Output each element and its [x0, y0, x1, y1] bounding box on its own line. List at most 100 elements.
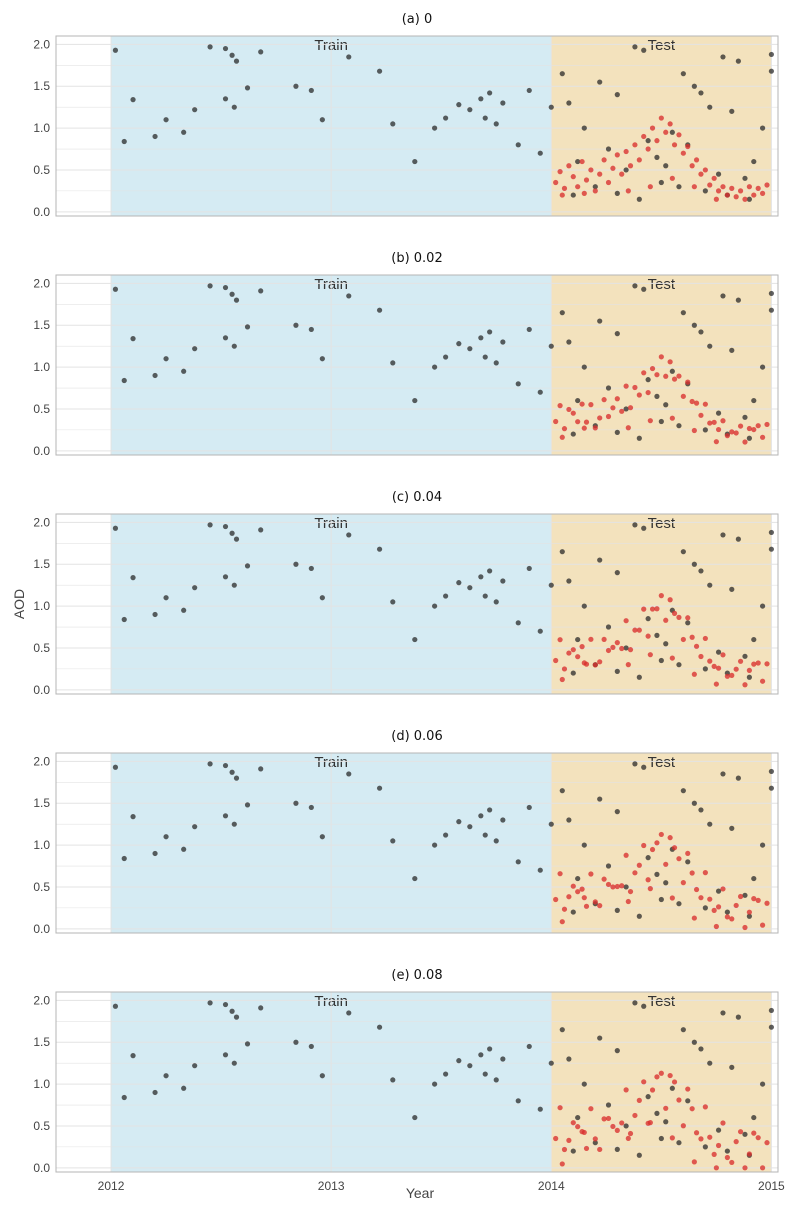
observed-point [293, 322, 299, 328]
predicted-point [669, 1135, 675, 1141]
y-tick-label: 1.0 [33, 599, 50, 613]
observed-point [482, 1071, 488, 1077]
predicted-point [614, 1127, 620, 1134]
observed-point [680, 788, 686, 794]
observed-point [597, 557, 603, 563]
predicted-point [720, 418, 726, 424]
observed-point [152, 850, 158, 857]
observed-point [293, 83, 299, 89]
predicted-point [711, 907, 717, 913]
observed-point [443, 593, 449, 599]
observed-point [680, 1027, 686, 1033]
x-tick-label: 2014 [538, 1179, 565, 1193]
predicted-point [698, 895, 704, 901]
observed-point [181, 129, 187, 135]
predicted-point [649, 365, 656, 372]
predicted-point [693, 157, 700, 163]
y-tick-label: 0.0 [33, 444, 50, 458]
y-tick-label: 1.5 [33, 318, 50, 332]
observed-point [231, 104, 237, 110]
observed-point [597, 1035, 603, 1041]
y-tick-label: 0.0 [33, 1161, 50, 1175]
y-tick-label: 2.0 [33, 754, 50, 768]
predicted-point [759, 678, 766, 684]
observed-point [487, 329, 493, 335]
predicted-point [619, 883, 625, 889]
y-tick-label: 2.0 [33, 515, 50, 529]
predicted-point [663, 373, 669, 379]
y-tick-label: 1.0 [33, 360, 50, 374]
observed-point [614, 429, 620, 435]
observed-point [768, 546, 774, 552]
observed-point [163, 117, 169, 123]
predicted-point [597, 1146, 603, 1153]
observed-point [229, 1008, 235, 1014]
observed-point [390, 838, 396, 844]
observed-point [559, 310, 565, 316]
y-tick-label: 0.5 [33, 641, 50, 655]
observed-point [768, 1024, 774, 1030]
predicted-point [579, 158, 585, 165]
observed-point [729, 586, 735, 592]
observed-point [614, 92, 620, 98]
observed-point [581, 603, 587, 609]
predicted-point [715, 426, 722, 433]
region-label-test: Test [648, 754, 676, 771]
observed-point [376, 1024, 383, 1030]
observed-point [605, 624, 612, 630]
predicted-point [764, 421, 770, 428]
observed-point [680, 310, 686, 316]
observed-point [751, 636, 757, 643]
observed-point [559, 71, 565, 77]
predicted-point [592, 188, 598, 194]
predicted-point [667, 121, 673, 127]
region-label-test: Test [648, 37, 676, 54]
observed-point [456, 341, 462, 347]
predicted-point [625, 188, 631, 194]
predicted-point [698, 1136, 704, 1142]
observed-point [707, 1060, 713, 1066]
predicted-point [627, 163, 634, 169]
observed-point [597, 318, 603, 324]
region-label-test: Test [648, 993, 676, 1010]
predicted-point [570, 410, 576, 416]
observed-point [515, 381, 521, 387]
predicted-point [698, 412, 704, 418]
observed-point [669, 368, 675, 374]
predicted-point [759, 434, 766, 440]
predicted-point [557, 637, 563, 643]
observed-point [222, 96, 229, 102]
predicted-point [702, 870, 708, 876]
predicted-point [649, 125, 656, 131]
observed-point [566, 578, 572, 584]
predicted-point [610, 405, 616, 411]
observed-point [112, 1003, 119, 1009]
observed-point [575, 636, 581, 643]
observed-point [548, 104, 554, 110]
observed-point [614, 809, 620, 815]
observed-point [746, 435, 752, 441]
observed-point [623, 406, 629, 412]
predicted-point [627, 405, 634, 411]
predicted-point [669, 415, 675, 421]
predicted-point [619, 408, 625, 414]
observed-point [244, 85, 251, 91]
predicted-point [759, 190, 766, 196]
observed-point [526, 565, 532, 572]
predicted-point [733, 902, 739, 909]
predicted-point [579, 644, 585, 650]
predicted-point [649, 1087, 656, 1093]
predicted-point [755, 423, 761, 429]
predicted-point [702, 1104, 708, 1110]
predicted-point [583, 419, 590, 425]
y-tick-label: 0.5 [33, 880, 50, 894]
predicted-point [647, 184, 653, 190]
predicted-point [733, 1139, 739, 1145]
predicted-point [597, 171, 603, 177]
predicted-point [737, 423, 744, 429]
predicted-point [676, 1097, 682, 1103]
predicted-point [588, 167, 594, 173]
observed-point [645, 377, 651, 383]
y-axis-label: AOD [11, 589, 27, 619]
